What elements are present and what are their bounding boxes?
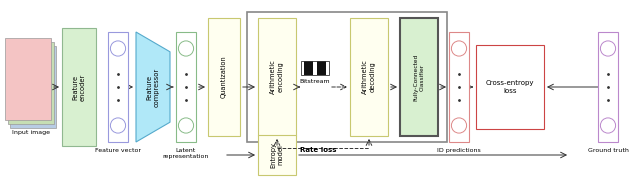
Text: Ground truth: Ground truth: [588, 148, 628, 153]
Bar: [400, 18, 438, 136]
Bar: [247, 12, 447, 142]
Text: Arithmetic
decoding: Arithmetic decoding: [362, 60, 376, 94]
Bar: [208, 18, 240, 136]
Text: Input image: Input image: [12, 130, 50, 135]
Bar: [258, 18, 296, 136]
Circle shape: [451, 41, 467, 56]
Bar: [598, 32, 618, 142]
Bar: [108, 32, 128, 142]
Bar: [176, 32, 196, 142]
Circle shape: [600, 118, 616, 133]
Bar: [8, 42, 54, 124]
Text: Arithmetic
encoding: Arithmetic encoding: [270, 60, 284, 94]
Text: Bitstream: Bitstream: [300, 79, 330, 84]
Bar: [62, 28, 96, 146]
Bar: [449, 32, 469, 142]
Bar: [314, 61, 317, 75]
Circle shape: [111, 41, 125, 56]
Circle shape: [600, 41, 616, 56]
Bar: [301, 61, 305, 75]
Text: Feature
compressor: Feature compressor: [147, 67, 160, 107]
Circle shape: [111, 118, 125, 133]
Text: ID predictions: ID predictions: [437, 148, 481, 153]
Bar: [301, 61, 329, 75]
Bar: [5, 38, 51, 120]
Polygon shape: [136, 32, 170, 142]
Circle shape: [451, 118, 467, 133]
Text: Quantization: Quantization: [221, 56, 227, 98]
Bar: [258, 135, 296, 175]
Bar: [305, 61, 326, 75]
Bar: [10, 46, 56, 128]
Bar: [326, 61, 329, 75]
Bar: [301, 61, 329, 75]
Text: Latent
representation: Latent representation: [163, 148, 209, 159]
Text: Entropy
model: Entropy model: [270, 142, 284, 168]
Text: Fully-Connected
Classifier: Fully-Connected Classifier: [413, 53, 424, 101]
Bar: [350, 18, 388, 136]
Text: Rate loss: Rate loss: [300, 147, 337, 153]
Circle shape: [179, 41, 194, 56]
Circle shape: [179, 118, 194, 133]
Bar: [476, 45, 544, 129]
Text: Feature
encoder: Feature encoder: [72, 73, 86, 101]
Text: Feature vector: Feature vector: [95, 148, 141, 153]
Text: Cross-entropy
loss: Cross-entropy loss: [486, 80, 534, 94]
